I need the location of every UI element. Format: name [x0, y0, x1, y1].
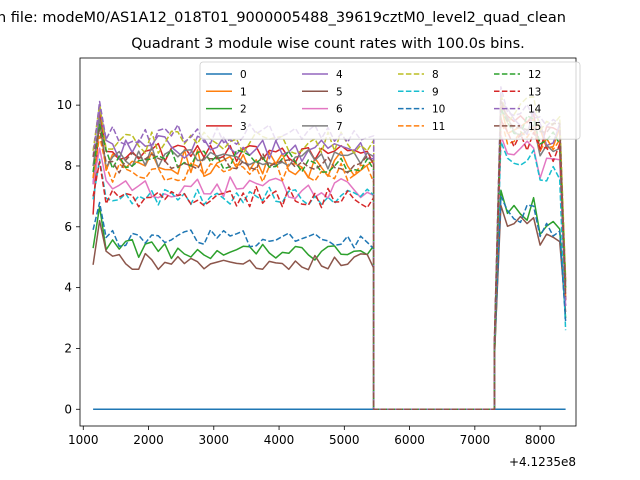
legend-label-7: 7 [336, 121, 343, 133]
y-tick-label: 8 [64, 159, 72, 173]
legend-label-9: 9 [432, 86, 439, 98]
series-line-9 [92, 140, 567, 411]
x-tick-label: 4000 [264, 433, 295, 447]
legend-label-12: 12 [528, 69, 541, 81]
x-tick-label: 1000 [68, 433, 99, 447]
series-line-5 [92, 204, 567, 411]
series-line-10 [92, 195, 567, 411]
legend-box [199, 61, 581, 140]
x-axis: 1000 2000 3000 4000 5000 6000 7000 8000 [68, 426, 555, 447]
x-tick-label: 7000 [460, 433, 491, 447]
x-offset-label: +4.1235e8 [509, 455, 576, 469]
legend-label-8: 8 [432, 69, 439, 81]
legend-label-3: 3 [240, 121, 247, 133]
legend-label-13: 13 [528, 86, 541, 98]
legend-label-10: 10 [432, 104, 445, 116]
y-tick-label: 0 [64, 402, 72, 416]
x-tick-label: 3000 [199, 433, 230, 447]
x-tick-label: 6000 [394, 433, 425, 447]
legend-label-15: 15 [528, 121, 541, 133]
x-tick-label: 5000 [329, 433, 360, 447]
figure-suptitle: n file: modeM0/AS1A12_018T01_9000005488_… [0, 10, 566, 26]
axes-frame [79, 57, 577, 427]
chart-title: Quadrant 3 module wise count rates with … [131, 36, 525, 52]
legend-label-0: 0 [240, 69, 247, 81]
legend-label-1: 1 [240, 86, 247, 98]
y-tick-label: 4 [64, 281, 72, 295]
series-line-2 [92, 189, 567, 411]
x-tick-label: 2000 [133, 433, 164, 447]
legend-label-4: 4 [336, 69, 343, 81]
legend-label-6: 6 [336, 104, 343, 116]
x-tick-label: 8000 [525, 433, 556, 447]
y-tick-label: 2 [64, 341, 72, 355]
series-line-11 [92, 116, 567, 411]
y-axis: 0 2 4 6 8 10 [57, 98, 80, 416]
legend-label-11: 11 [432, 121, 445, 133]
legend-label-14: 14 [528, 104, 542, 116]
y-tick-label: 10 [57, 98, 72, 112]
legend-label-2: 2 [240, 104, 247, 116]
y-tick-label: 6 [64, 220, 72, 234]
legend-label-5: 5 [336, 86, 343, 98]
